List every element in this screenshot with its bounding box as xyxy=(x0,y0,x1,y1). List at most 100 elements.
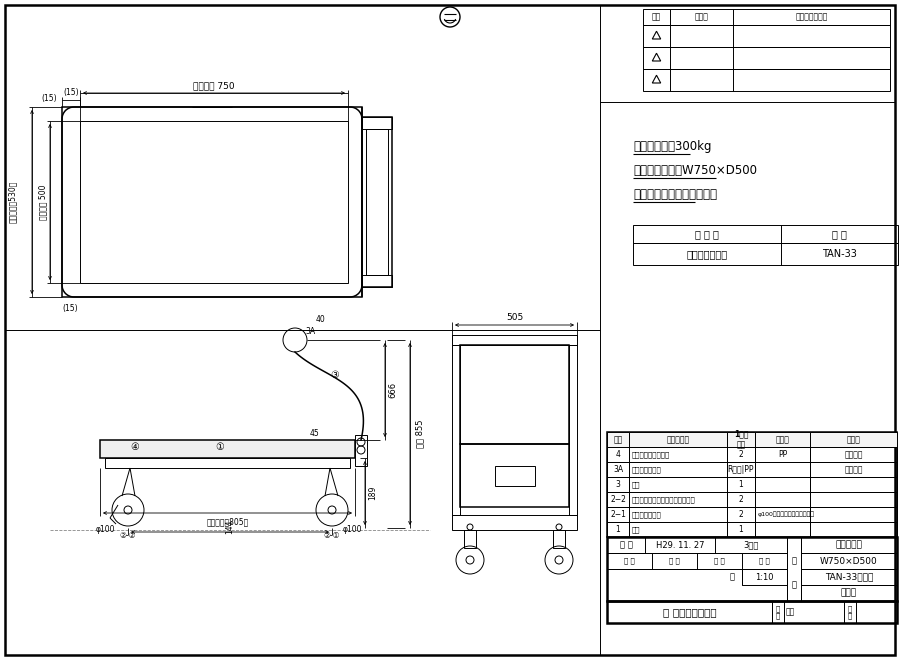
Bar xyxy=(801,553,897,569)
Text: TAN-33タイプ: TAN-33タイプ xyxy=(824,572,873,581)
Text: H29. 11. 27: H29. 11. 27 xyxy=(656,541,704,550)
Text: 45: 45 xyxy=(310,430,320,438)
Bar xyxy=(727,477,755,492)
Text: キャスターは前後入替可能: キャスターは前後入替可能 xyxy=(633,188,717,201)
Text: 取手: 取手 xyxy=(632,481,641,488)
Text: PP: PP xyxy=(778,450,788,459)
Text: ②-②: ②-② xyxy=(120,531,136,541)
Text: 日　付: 日 付 xyxy=(695,13,708,22)
Text: W750×D500: W750×D500 xyxy=(820,556,877,566)
Text: 1台分
数量: 1台分 数量 xyxy=(734,430,748,449)
Text: 西: 西 xyxy=(730,572,734,581)
Text: 本体: 本体 xyxy=(632,526,641,533)
Text: 144: 144 xyxy=(226,520,235,534)
Text: 2: 2 xyxy=(739,510,743,519)
Text: 3A: 3A xyxy=(613,465,623,474)
Text: 符号: 符号 xyxy=(652,13,662,22)
Text: 荆台有効寿法：W750×D500: 荆台有効寿法：W750×D500 xyxy=(633,164,757,177)
Bar xyxy=(787,537,801,601)
Bar xyxy=(810,447,897,462)
Bar xyxy=(607,522,629,537)
Text: ②-①: ②-① xyxy=(324,531,340,541)
Bar xyxy=(460,345,569,444)
Bar xyxy=(569,345,577,515)
Text: 名: 名 xyxy=(791,556,796,566)
Text: 自在キャスター（ストッパー付）: 自在キャスター（ストッパー付） xyxy=(632,496,696,503)
Bar xyxy=(742,569,787,585)
Text: 塗 装 色: 塗 装 色 xyxy=(695,229,719,239)
Text: 666: 666 xyxy=(389,382,398,398)
Text: 2: 2 xyxy=(739,495,743,504)
Bar xyxy=(629,447,727,462)
Text: 図番: 図番 xyxy=(786,607,795,616)
Text: TAN-33: TAN-33 xyxy=(822,249,857,259)
Text: 外形寿法（530）: 外形寿法（530） xyxy=(7,181,16,223)
Text: (15): (15) xyxy=(41,94,57,104)
Text: φ100: φ100 xyxy=(95,525,115,535)
Bar xyxy=(810,507,897,522)
Bar xyxy=(629,432,727,447)
Text: 1:10: 1:10 xyxy=(755,572,774,581)
Bar xyxy=(460,444,569,507)
Bar xyxy=(62,107,362,297)
Bar xyxy=(727,492,755,507)
Text: 1: 1 xyxy=(739,525,743,534)
Text: 1: 1 xyxy=(616,525,620,534)
Text: サカエグリーン: サカエグリーン xyxy=(687,249,727,259)
Bar xyxy=(629,492,727,507)
Text: (15): (15) xyxy=(63,88,79,98)
Text: 1: 1 xyxy=(739,480,743,489)
Polygon shape xyxy=(652,53,661,61)
Text: 189: 189 xyxy=(368,486,377,500)
Bar xyxy=(362,117,392,129)
Bar xyxy=(727,447,755,462)
Text: 3A: 3A xyxy=(305,327,315,337)
Bar xyxy=(607,432,629,447)
Text: 外形寿法（805）: 外形寿法（805） xyxy=(206,517,248,527)
Bar xyxy=(810,492,897,507)
Text: グレー色: グレー色 xyxy=(844,465,863,474)
Text: 変　更　内　容: 変 更 内 容 xyxy=(796,13,828,22)
Bar xyxy=(629,507,727,522)
Bar xyxy=(607,462,629,477)
Text: 図
番: 図 番 xyxy=(776,605,780,619)
Bar xyxy=(810,477,897,492)
Text: ①: ① xyxy=(216,442,224,452)
Bar xyxy=(801,585,897,601)
Bar xyxy=(607,477,629,492)
Bar xyxy=(607,447,629,462)
Text: 4: 4 xyxy=(616,450,620,459)
Bar xyxy=(633,225,898,243)
Text: 尺 度: 尺 度 xyxy=(759,558,769,564)
Bar xyxy=(810,432,897,447)
Bar xyxy=(629,462,727,477)
Bar xyxy=(755,507,810,522)
Text: φ100ゴム車（スチール金具）: φ100ゴム車（スチール金具） xyxy=(758,512,815,517)
Bar xyxy=(643,47,890,69)
Bar xyxy=(607,432,897,537)
Text: 設 計: 設 計 xyxy=(669,558,680,564)
Text: 品 番: 品 番 xyxy=(832,229,847,239)
Bar xyxy=(629,522,727,537)
Bar xyxy=(643,25,890,47)
Text: 品番: 品番 xyxy=(614,435,623,444)
Text: コーナークッション: コーナークッション xyxy=(632,451,670,458)
Bar xyxy=(553,530,565,548)
Text: ③: ③ xyxy=(330,370,339,380)
Text: 全高 855: 全高 855 xyxy=(416,420,425,448)
Bar xyxy=(755,447,810,462)
Bar xyxy=(727,522,755,537)
Text: 3角法: 3角法 xyxy=(743,541,759,550)
Bar xyxy=(755,492,810,507)
Bar xyxy=(607,507,629,522)
Bar xyxy=(810,462,897,477)
Bar xyxy=(643,69,890,91)
Bar xyxy=(629,477,727,492)
Text: ④: ④ xyxy=(130,442,140,452)
Bar xyxy=(362,275,392,287)
Text: 特製四輪車: 特製四輪車 xyxy=(835,541,862,550)
Bar xyxy=(755,477,810,492)
Bar xyxy=(727,462,755,477)
Text: 2: 2 xyxy=(739,450,743,459)
Bar xyxy=(607,537,897,601)
